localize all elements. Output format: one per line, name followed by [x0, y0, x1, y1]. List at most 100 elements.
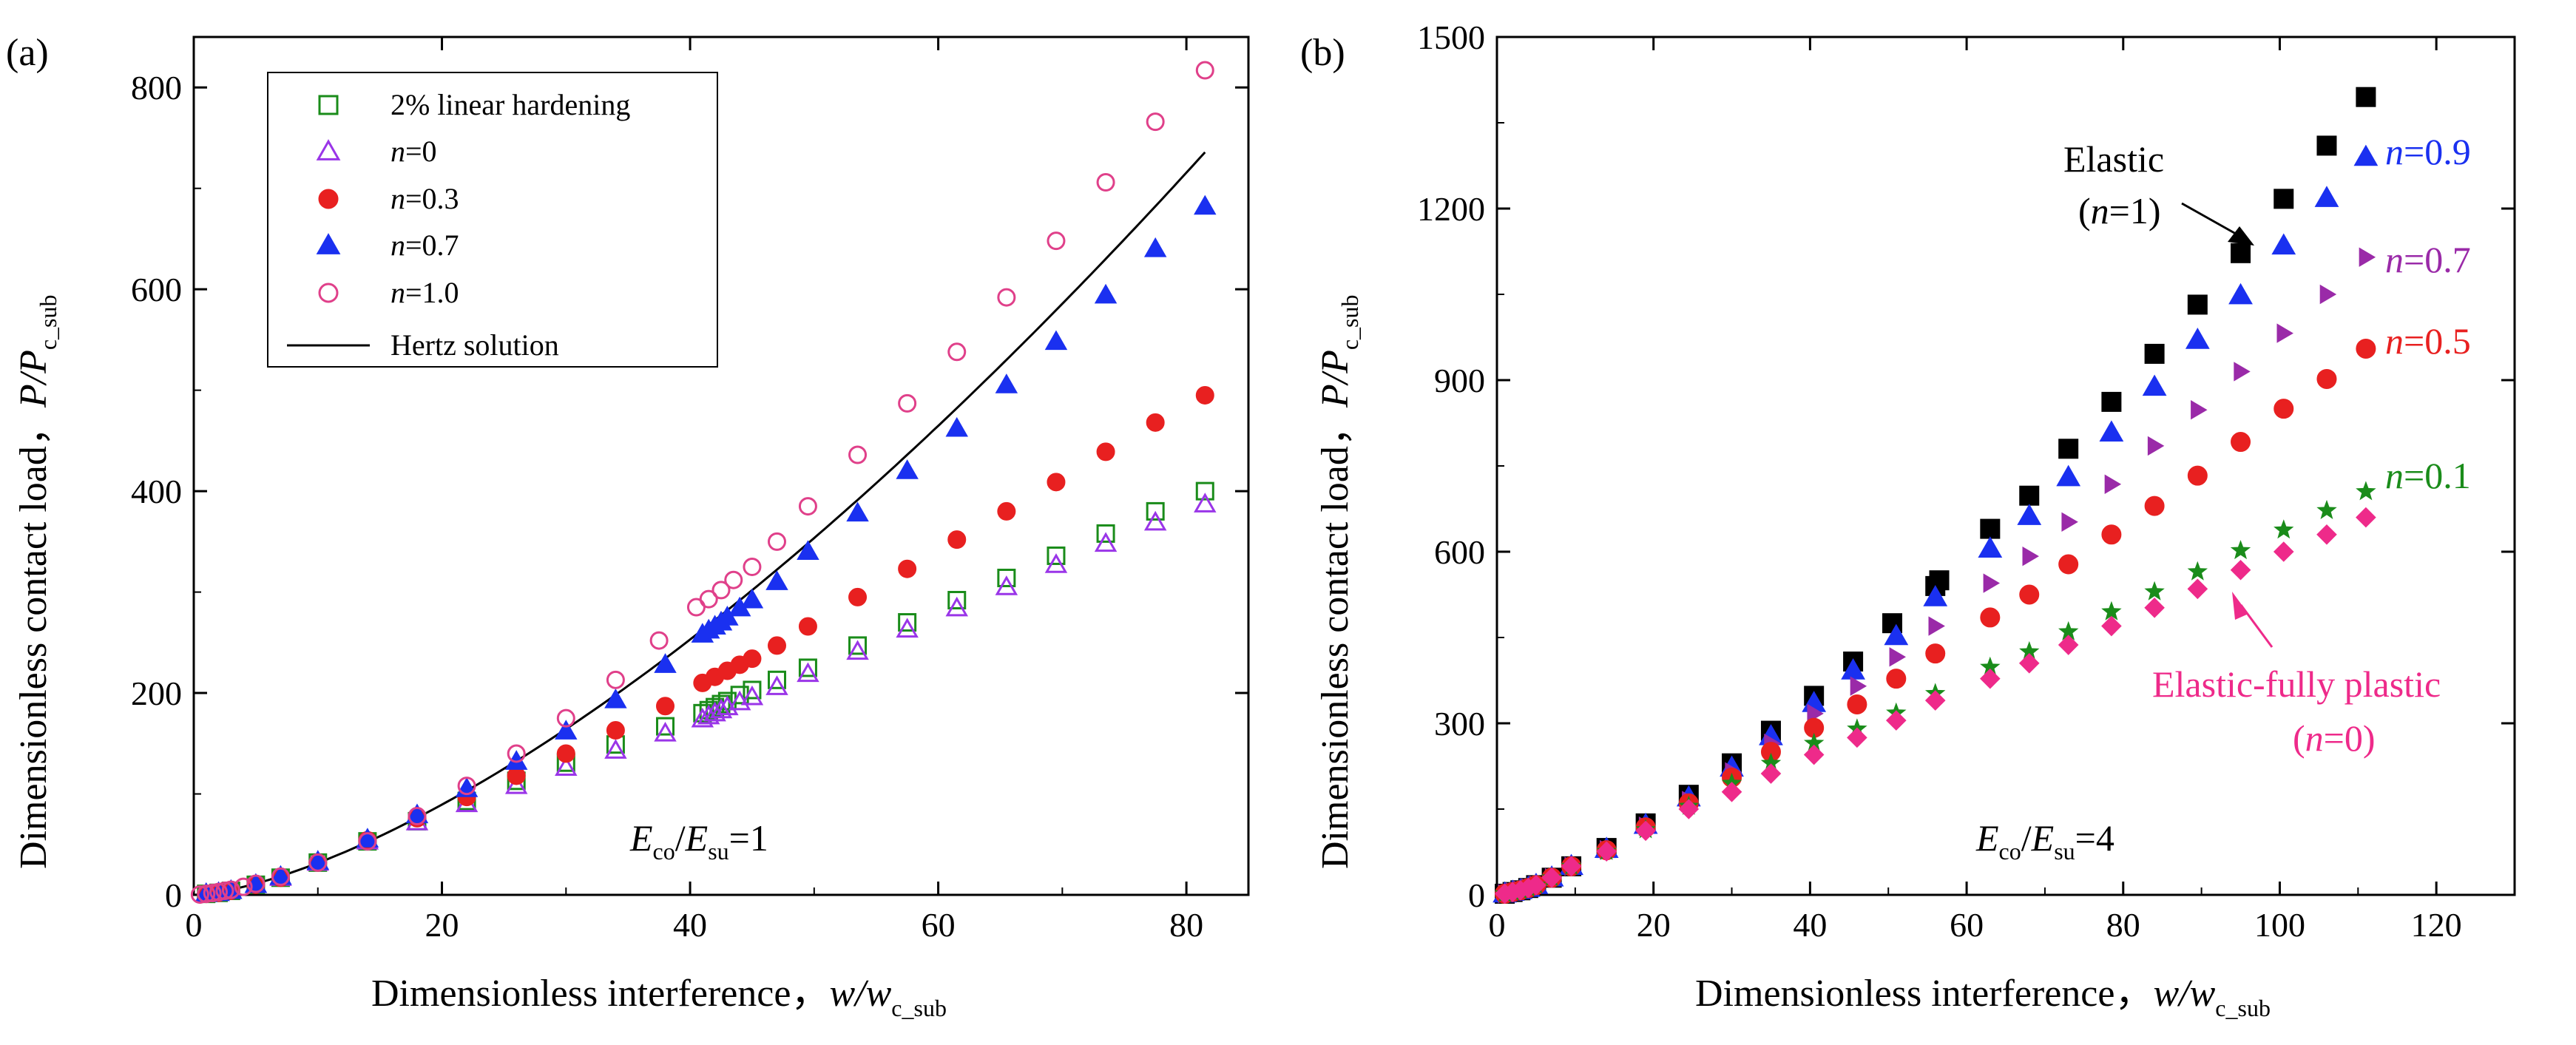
data-point [606, 721, 625, 740]
data-point [2191, 400, 2208, 420]
data-point [507, 744, 526, 763]
data-point [1980, 607, 2001, 628]
data-point [2058, 554, 2079, 575]
data-point [1884, 623, 1909, 646]
data-point [896, 618, 919, 638]
data-point [1760, 763, 1782, 784]
y-tick-label: 600 [131, 271, 182, 308]
data-point [504, 750, 528, 770]
legend-frame [267, 72, 718, 368]
data-point [1886, 710, 1907, 731]
data-point [2273, 541, 2294, 562]
y-tick-label: 1500 [1417, 18, 1485, 56]
panel-b-x-axis-label: Dimensionless interference，w/wc_sub [1695, 973, 2271, 1021]
data-point [1146, 112, 1165, 132]
data-point [2316, 368, 2337, 389]
data-point [2017, 504, 2042, 525]
data-point [2101, 615, 2122, 637]
data-point [2356, 507, 2376, 528]
legend-marker-3 [316, 233, 341, 254]
data-point [797, 662, 819, 683]
data-point [234, 877, 253, 896]
data-point [2101, 391, 2122, 412]
data-point [2061, 512, 2078, 532]
data-point [1194, 493, 1217, 513]
panel-a-y-axis-var: P/P [13, 350, 55, 408]
data-point [555, 756, 578, 777]
legend-n0: n=0 [391, 135, 437, 168]
panel-a-x-axis-var: w/w [829, 973, 891, 1015]
data-point [1094, 532, 1118, 552]
data-point [358, 832, 377, 851]
data-point [1886, 669, 1907, 689]
x-tick-label: 40 [1793, 906, 1827, 944]
legend-marker-0 [318, 95, 339, 115]
data-point [606, 670, 625, 689]
data-point [896, 459, 919, 479]
data-point [504, 774, 528, 794]
data-point [556, 744, 575, 763]
panel-b-label: (b) [1300, 32, 1345, 74]
annotation-n05: n=0.5 [2385, 320, 2471, 362]
data-point [2058, 439, 2079, 459]
data-point [269, 865, 292, 885]
data-point [767, 670, 786, 689]
data-point [1596, 841, 1617, 862]
data-point [846, 501, 869, 522]
data-point [2144, 496, 2165, 516]
panel-b-y-axis-label: Dimensionless contact load，P/Pc_sub [1314, 294, 1363, 869]
data-point [724, 570, 743, 589]
data-point [2356, 338, 2376, 359]
legend-n10: n=1.0 [391, 276, 459, 309]
x-tick-label: 0 [1489, 906, 1506, 944]
data-point [995, 575, 1018, 595]
data-point [846, 640, 869, 660]
data-point [246, 874, 266, 893]
data-point [740, 685, 764, 706]
data-point [1146, 413, 1165, 432]
panel-b-y-axis-var: P/P [1314, 350, 1356, 408]
data-point [1146, 501, 1165, 521]
panel-b-data-points [1492, 87, 2379, 904]
legend-marker-2 [318, 189, 339, 209]
y-tick-label: 600 [1434, 533, 1485, 571]
data-point [2022, 546, 2039, 567]
data-point [1721, 782, 1742, 802]
data-point [2018, 653, 2040, 674]
x-tick-label: 80 [2106, 906, 2140, 944]
data-point [1194, 195, 1217, 215]
y-tick-label: 0 [1468, 876, 1485, 914]
data-point [2359, 247, 2376, 267]
panel-a-y-axis-label-text: Dimensionless contact load， [13, 407, 55, 869]
data-point [997, 288, 1016, 307]
data-point [197, 885, 216, 904]
data-point [656, 697, 675, 716]
data-point [555, 720, 578, 740]
data-point [2187, 561, 2208, 581]
data-point [2356, 481, 2376, 501]
panel-a-y-axis-sub: c_sub [35, 294, 61, 350]
panel-a-modulus-ratio: Eco/Esu=1 [629, 817, 768, 865]
data-point [767, 532, 786, 551]
data-point [1195, 385, 1214, 405]
annotation-elastic-arrow-head [2228, 226, 2254, 246]
data-point [997, 568, 1016, 587]
data-point [1143, 510, 1167, 531]
legend-markers [316, 95, 341, 303]
data-point [604, 739, 627, 759]
data-point [1541, 868, 1562, 888]
data-point [898, 559, 917, 578]
data-point [1928, 616, 1945, 636]
y-tick-label: 1200 [1417, 190, 1485, 228]
data-point [2104, 474, 2122, 494]
data-point [947, 530, 967, 549]
data-point [2356, 87, 2376, 107]
data-point [2231, 432, 2251, 453]
x-tick-label: 20 [425, 906, 459, 944]
data-point [1044, 553, 1068, 573]
panel-b-x-ticks: 0 20 40 60 80 100 120 [1489, 37, 2462, 944]
legend-marker-4 [318, 283, 339, 303]
data-point [2019, 640, 2040, 660]
data-point [945, 416, 968, 437]
